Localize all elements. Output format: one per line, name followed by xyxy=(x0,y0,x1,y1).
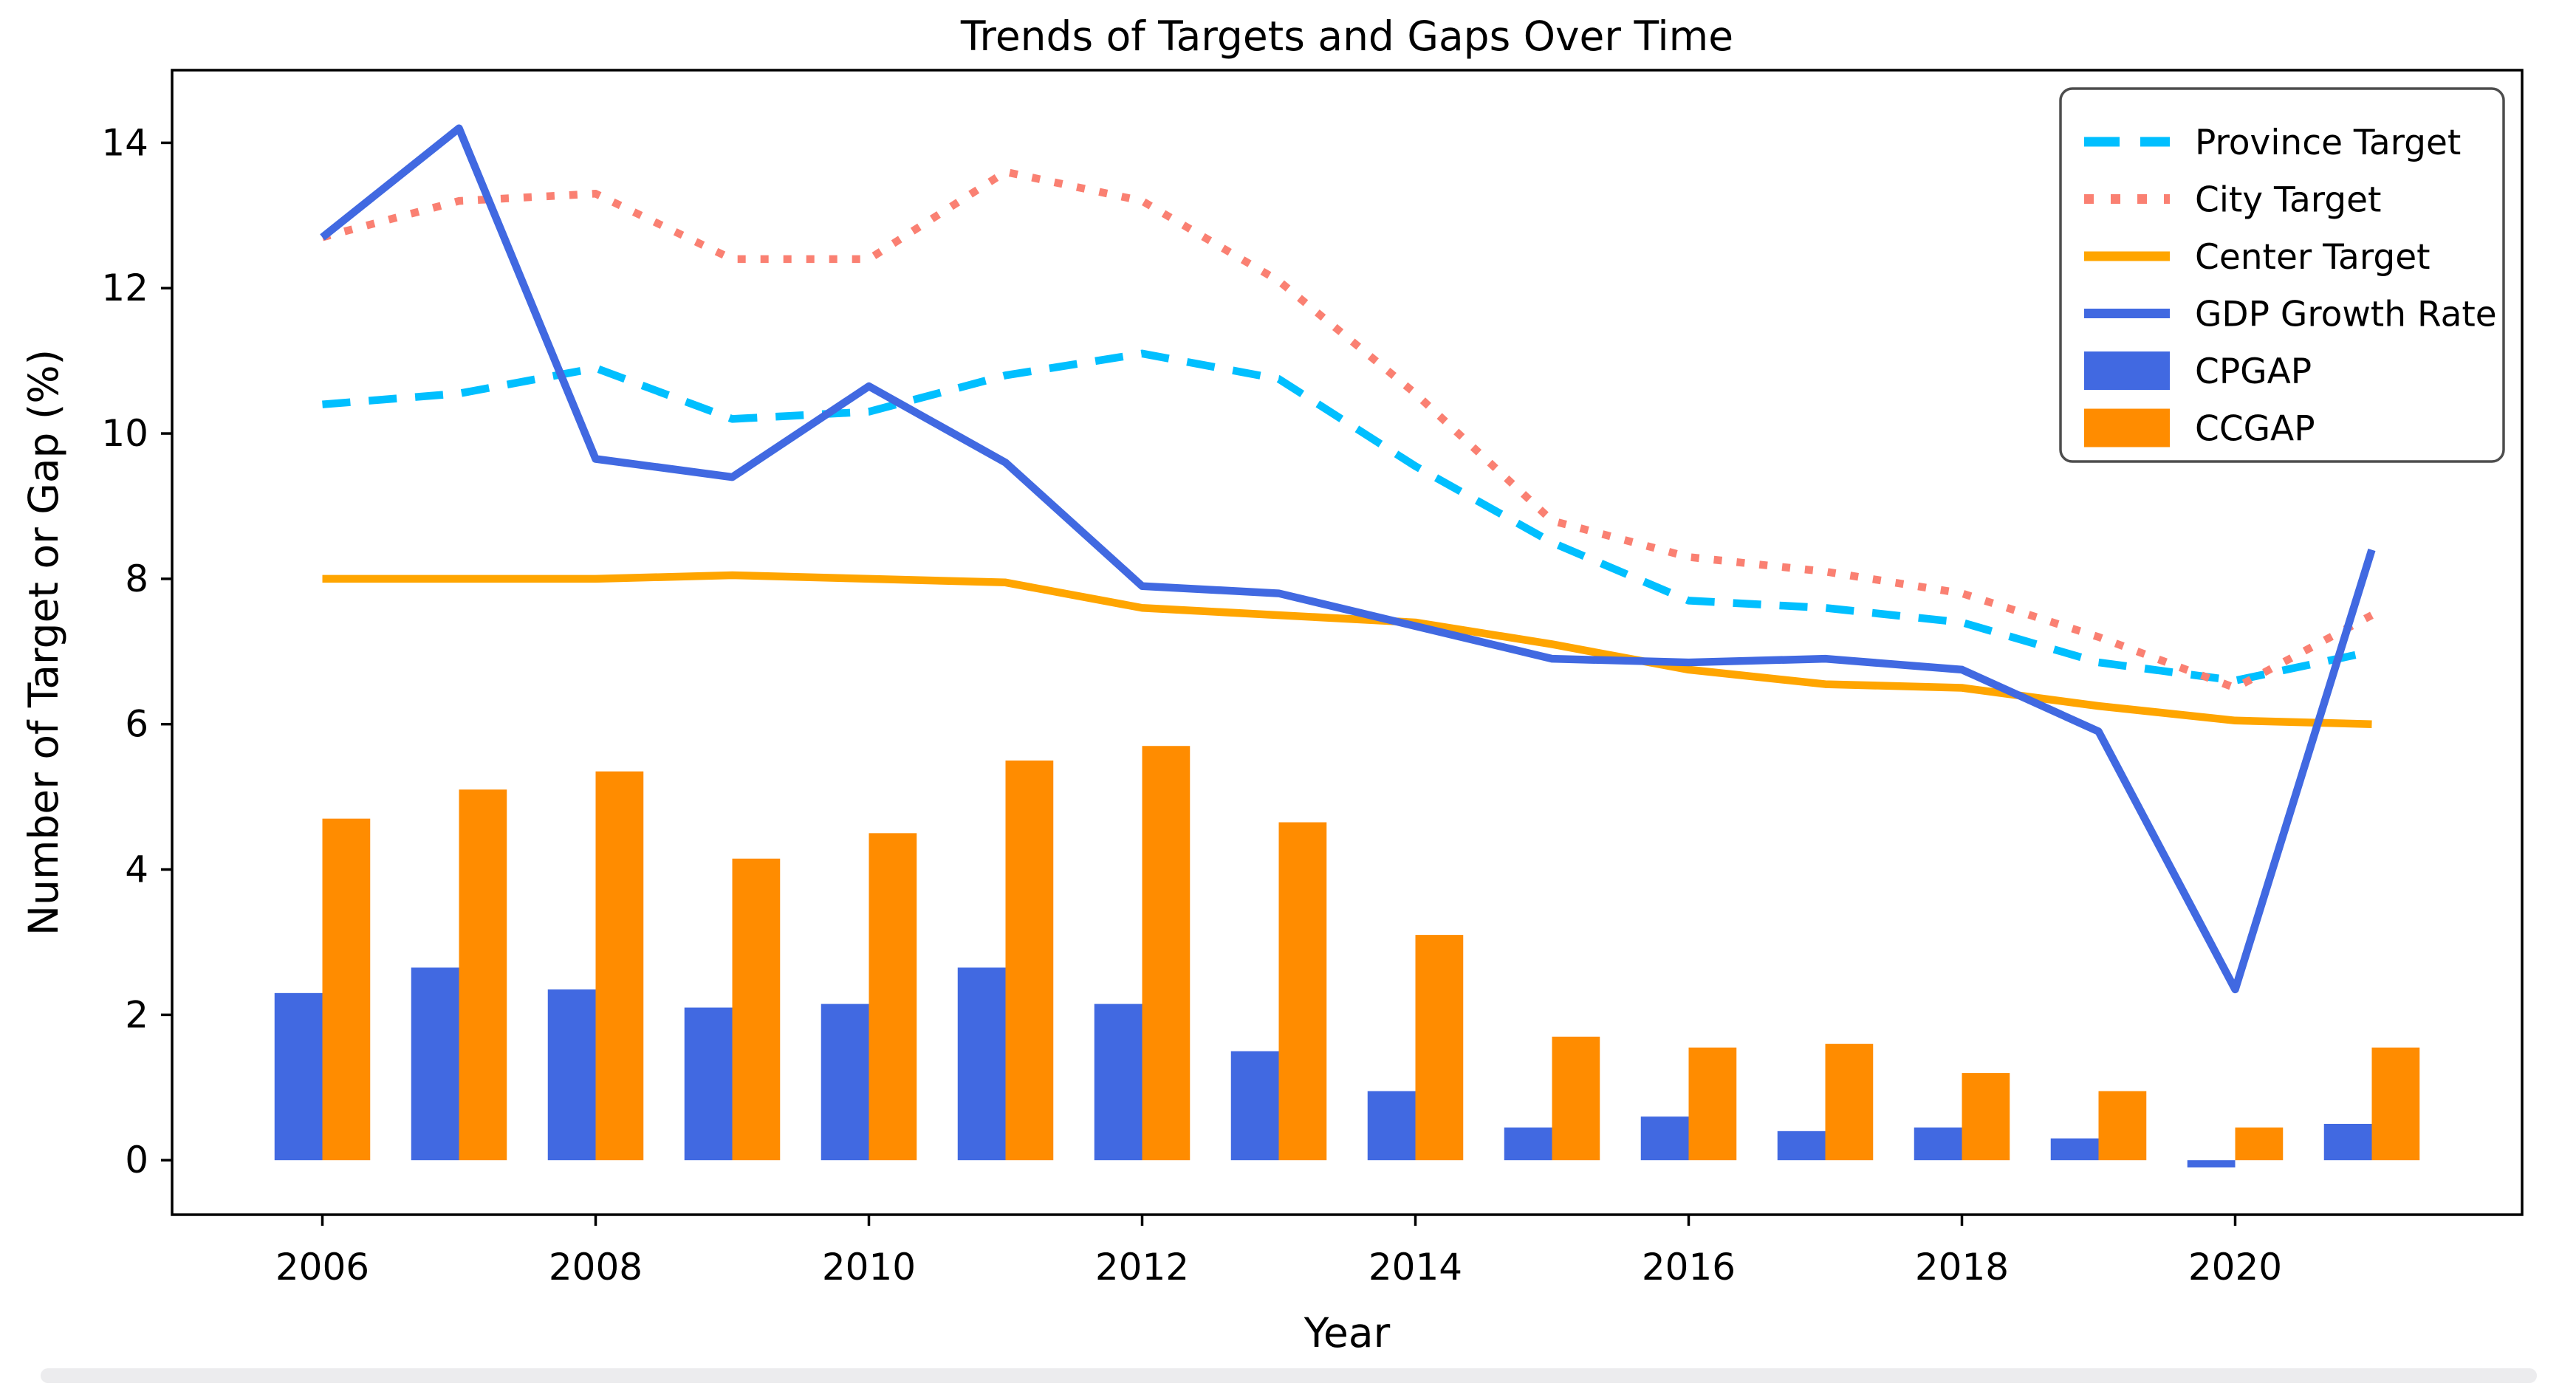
bar-cpgap-2020 xyxy=(2187,1160,2236,1168)
horizontal-scrollbar[interactable] xyxy=(41,1368,2537,1383)
bar-cpgap-2018 xyxy=(1914,1127,1962,1161)
line-city-target xyxy=(321,168,2374,692)
bar-ccgap-2016 xyxy=(1688,1047,1737,1161)
legend-label-city-target: City Target xyxy=(2195,180,2381,221)
bar-cpgap-2009 xyxy=(684,1007,733,1161)
bar-cpgap-2014 xyxy=(1367,1091,1416,1161)
legend-label-province-target: Province Target xyxy=(2195,123,2461,163)
x-tick-label-2008: 2008 xyxy=(549,1246,643,1289)
bar-ccgap-2020 xyxy=(2235,1127,2284,1161)
bar-ccgap-2019 xyxy=(2098,1091,2147,1161)
bar-cpgap-2016 xyxy=(1640,1116,1689,1161)
y-tick-label-2: 2 xyxy=(125,993,148,1036)
x-tick-label-2006: 2006 xyxy=(275,1246,369,1289)
x-tick-label-2012: 2012 xyxy=(1095,1246,1189,1289)
y-tick-label-0: 0 xyxy=(125,1139,148,1181)
x-tick-label-2010: 2010 xyxy=(822,1246,916,1289)
bar-ccgap-2014 xyxy=(1415,935,1464,1161)
bar-ccgap-2018 xyxy=(1962,1073,2010,1161)
chart-title: Trends of Targets and Gaps Over Time xyxy=(960,13,1733,60)
y-tick-label-12: 12 xyxy=(101,267,148,309)
bar-ccgap-2008 xyxy=(595,771,644,1161)
bar-ccgap-2006 xyxy=(322,818,371,1161)
bar-cpgap-2010 xyxy=(821,1004,869,1161)
legend-swatch-cpgap-icon xyxy=(2084,351,2170,390)
legend-swatch-ccgap-icon xyxy=(2084,408,2170,447)
legend-label-gdp-growth-rate: GDP Growth Rate xyxy=(2195,295,2497,335)
bar-cpgap-2013 xyxy=(1230,1051,1279,1161)
x-tick-label-2018: 2018 xyxy=(1915,1246,2009,1289)
bar-cpgap-2012 xyxy=(1094,1004,1143,1161)
x-tick-label-2014: 2014 xyxy=(1368,1246,1462,1289)
x-tick-label-2016: 2016 xyxy=(1642,1246,1736,1289)
bar-ccgap-2009 xyxy=(732,858,781,1161)
bar-ccgap-2015 xyxy=(1552,1036,1600,1161)
y-tick-label-6: 6 xyxy=(125,703,148,746)
x-axis-label: Year xyxy=(1304,1309,1391,1356)
bar-ccgap-2011 xyxy=(1005,760,1054,1161)
y-tick-label-4: 4 xyxy=(125,848,148,891)
bar-cpgap-2017 xyxy=(1777,1131,1826,1161)
bar-ccgap-2007 xyxy=(459,789,507,1161)
bar-ccgap-2012 xyxy=(1142,746,1191,1161)
bar-cpgap-2019 xyxy=(2050,1138,2099,1161)
plot-area: 2006 2008 2010 2012 2014 2016 2018 2020 0 2 4 6 8 10 1… xyxy=(101,69,2524,1289)
bar-cpgap-2008 xyxy=(547,989,596,1161)
y-tick-label-8: 8 xyxy=(125,558,148,600)
x-tick-label-2020: 2020 xyxy=(2188,1246,2282,1289)
bar-cpgap-2021 xyxy=(2323,1123,2372,1161)
plot-border xyxy=(171,69,2524,1216)
bar-ccgap-2021 xyxy=(2371,1047,2420,1161)
bar-cpgap-2007 xyxy=(411,967,459,1161)
legend-label-center-target: Center Target xyxy=(2195,237,2431,278)
bar-cpgap-2006 xyxy=(274,992,323,1161)
legend-box xyxy=(2059,87,2505,463)
bar-cpgap-2011 xyxy=(957,967,1006,1161)
legend-label-cpgap: CPGAP xyxy=(2195,351,2312,392)
bar-ccgap-2013 xyxy=(1278,822,1327,1161)
legend-label-ccgap: CCGAP xyxy=(2195,409,2315,450)
bar-cpgap-2015 xyxy=(1504,1127,1552,1161)
y-tick-label-10: 10 xyxy=(101,412,148,455)
line-gdp-growth-rate xyxy=(320,124,2376,994)
line-province-target xyxy=(322,349,2373,685)
y-axis-label: Number of Target or Gap (%) xyxy=(20,349,67,936)
bar-ccgap-2010 xyxy=(869,833,917,1161)
y-tick-label-14: 14 xyxy=(101,121,148,164)
bar-ccgap-2017 xyxy=(1825,1043,1874,1161)
